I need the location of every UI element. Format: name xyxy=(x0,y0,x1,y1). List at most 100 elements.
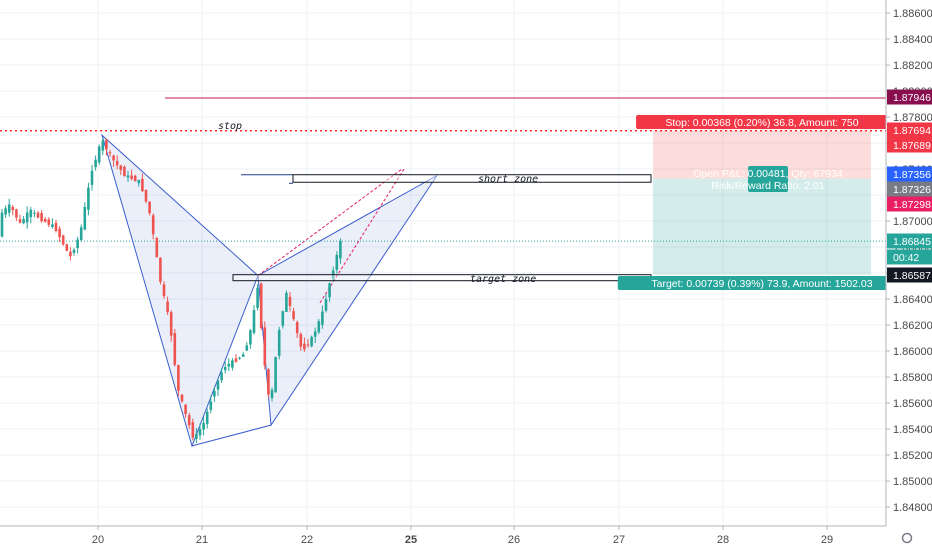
candle-body xyxy=(148,201,151,214)
candle-body xyxy=(213,390,216,397)
y-tick-label: 1.88400 xyxy=(893,34,932,46)
price-tag-bg xyxy=(887,122,932,138)
price-tag-text: 1.86845 xyxy=(893,236,931,248)
candle-body xyxy=(101,140,105,151)
candle-body xyxy=(317,321,321,333)
profit-zone-rect xyxy=(653,178,871,275)
candle-body xyxy=(263,327,267,366)
y-tick-label: 1.86200 xyxy=(893,320,932,332)
candle-body xyxy=(61,235,65,245)
target-info-box-bg xyxy=(617,276,907,290)
candle-body xyxy=(0,212,4,237)
pnl-info-box-text: Open P&L: 0.00481, Qty: 67934 xyxy=(693,168,843,180)
pnl-info-box[interactable]: Open P&L: 0.00481, Qty: 67934Risk/Reward… xyxy=(693,166,843,192)
candle-body xyxy=(15,209,18,218)
candle-body xyxy=(249,330,252,345)
candle-body xyxy=(123,166,126,177)
price-tag: 1.87694 xyxy=(887,122,932,138)
candle-body xyxy=(274,356,277,393)
candle-body xyxy=(137,179,141,184)
candle-body xyxy=(245,345,249,351)
stop-info-box-bg xyxy=(636,115,888,129)
price-tag-bg xyxy=(887,166,932,182)
price-tag-text: 1.87298 xyxy=(893,199,931,211)
price-axis[interactable]: 1.886001.884001.882001.880001.878001.876… xyxy=(885,0,932,550)
candle-body xyxy=(141,178,144,192)
candle-body xyxy=(310,336,313,347)
candle-body xyxy=(281,311,285,326)
price-tag-text: 1.87694 xyxy=(893,125,931,137)
candle-body xyxy=(47,219,51,225)
candle-body xyxy=(313,331,317,337)
candle-body xyxy=(51,224,54,228)
candle-body xyxy=(4,208,7,215)
candle-body xyxy=(270,390,274,399)
candle-body xyxy=(209,401,213,410)
stop-label: stop xyxy=(218,121,242,132)
time-axis[interactable]: 20 21 22 25 26 27 28 29 xyxy=(0,525,886,546)
candle-body xyxy=(94,159,97,168)
y-tick-label: 1.84800 xyxy=(893,502,932,514)
candle-body xyxy=(119,165,123,170)
target-zone-rect[interactable] xyxy=(232,274,652,282)
x-tick-label: 20 xyxy=(92,534,104,546)
candle-body xyxy=(36,212,40,218)
candle-body xyxy=(227,363,231,367)
price-tag-text: 00:42 xyxy=(893,252,919,264)
candle-body xyxy=(231,360,234,368)
pnl-info-box-bg xyxy=(748,166,788,192)
target-info-box-text: Target: 0.00739 (0.39%) 73.9, Amount: 15… xyxy=(651,278,872,290)
candle-body xyxy=(130,175,133,179)
candle-body xyxy=(90,170,94,185)
gear-icon[interactable] xyxy=(901,532,913,544)
price-tag-bg xyxy=(887,137,932,153)
harmonic-triangle-xab[interactable] xyxy=(101,133,259,448)
y-tick-label: 1.86400 xyxy=(893,294,932,306)
price-tag-bg xyxy=(887,249,932,265)
price-tag: 1.87689 xyxy=(887,137,932,153)
stop-info-box[interactable]: Stop: 0.00368 (0.20%) 36.8, Amount: 750 xyxy=(636,115,888,129)
price-tag-text: 1.87356 xyxy=(893,169,931,181)
candle-body xyxy=(241,354,245,357)
target-zone-label: target zone xyxy=(470,274,536,285)
candle-body xyxy=(256,287,259,308)
candle-body xyxy=(191,422,195,438)
candle-body xyxy=(216,380,220,390)
x-tick-label: 29 xyxy=(821,534,833,546)
candle-body xyxy=(252,310,256,333)
candle-body xyxy=(205,411,209,424)
price-tag-bg xyxy=(887,89,932,105)
candle-body xyxy=(295,322,299,334)
candle-body xyxy=(11,206,15,211)
candle-body xyxy=(7,204,11,213)
target-info-box[interactable]: Target: 0.00739 (0.39%) 73.9, Amount: 15… xyxy=(617,276,907,290)
candle-body xyxy=(306,344,310,346)
candle-body xyxy=(166,301,169,313)
price-tag: 1.86587 xyxy=(887,267,932,283)
y-tick-label: 1.85800 xyxy=(893,372,932,384)
price-tag: 1.87298 xyxy=(887,196,932,212)
candle-body xyxy=(339,240,342,259)
candle-body xyxy=(108,152,112,154)
candle-body xyxy=(184,404,187,414)
candle-body xyxy=(180,394,184,402)
candle-body xyxy=(238,357,241,359)
candle-body xyxy=(267,369,270,395)
x-tick-label: 21 xyxy=(196,534,208,546)
candle-body xyxy=(324,299,328,311)
y-tick-label: 1.85600 xyxy=(893,398,932,410)
harmonic-leg-ac[interactable] xyxy=(191,424,272,447)
candle-body xyxy=(159,257,162,282)
candle-body xyxy=(72,249,76,253)
candle-body xyxy=(76,239,79,249)
short-zone-rect[interactable] xyxy=(292,174,652,183)
x-tick-label: 26 xyxy=(508,534,520,546)
candle-body xyxy=(105,140,108,150)
candle-body xyxy=(126,175,130,178)
y-tick-label: 1.85400 xyxy=(893,424,932,436)
candle-body xyxy=(22,219,25,224)
candles xyxy=(0,138,342,444)
candle-body xyxy=(303,343,306,350)
x-tick-label: 22 xyxy=(301,534,313,546)
